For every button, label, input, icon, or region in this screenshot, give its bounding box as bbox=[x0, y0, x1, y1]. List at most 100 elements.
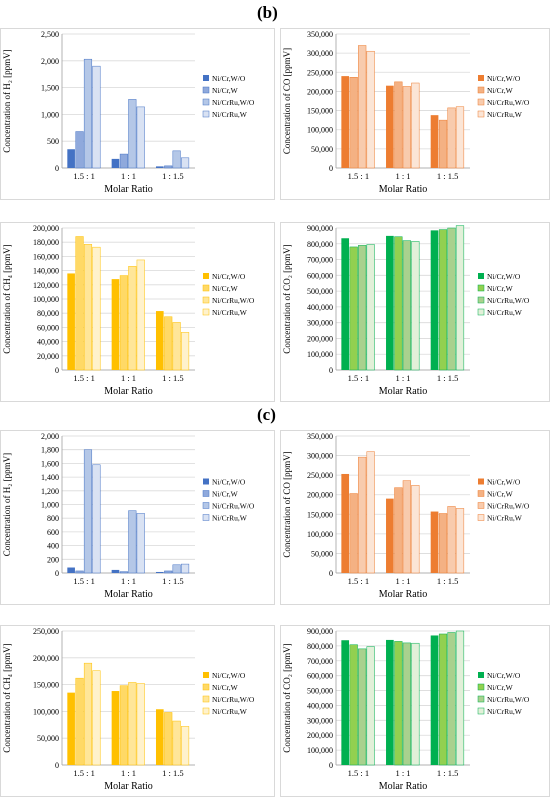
bar bbox=[136, 513, 145, 574]
bar bbox=[119, 275, 128, 371]
y-tick-label: 200 bbox=[47, 555, 59, 564]
bar bbox=[67, 692, 75, 765]
y-axis-label: Concentration of CH₄ [ppmV] bbox=[2, 244, 12, 353]
y-tick-label: 0 bbox=[329, 569, 333, 578]
y-tick-label: 600,000 bbox=[307, 271, 333, 280]
chart-ch4-b: 0 20,000 40,000 60,000 80,000 100,000 120,000 1… bbox=[0, 222, 275, 402]
bar bbox=[386, 639, 394, 765]
bar bbox=[349, 246, 358, 371]
legend-label: Ni/CrRu,W bbox=[487, 514, 523, 523]
y-axis-label: Concentration of H₂ [ppmV] bbox=[2, 49, 12, 152]
y-tick-label: 100,000 bbox=[307, 350, 333, 359]
x-tick-label: 1 : 1.5 bbox=[437, 576, 459, 586]
legend-label: Ni/CrRu,W/O bbox=[212, 502, 255, 511]
bar bbox=[430, 635, 439, 765]
bar bbox=[402, 240, 411, 371]
bar bbox=[438, 229, 448, 371]
y-tick-label: 2,000 bbox=[41, 432, 59, 441]
y-tick-label: 50,000 bbox=[311, 145, 333, 154]
legend-label: Ni/Cr,W bbox=[212, 86, 239, 95]
x-axis-label: Molar Ratio bbox=[379, 589, 428, 600]
legend-swatch bbox=[478, 672, 484, 678]
bar bbox=[366, 646, 375, 766]
legend-swatch bbox=[202, 707, 210, 715]
bar bbox=[136, 683, 145, 766]
bar bbox=[164, 316, 173, 371]
y-tick-label: 120,000 bbox=[33, 281, 59, 290]
bar bbox=[430, 511, 439, 573]
bar bbox=[75, 131, 84, 169]
legend-label: Ni/CrRu,W/O bbox=[487, 98, 530, 107]
chart-co2-b: 0 100,000 200,000 300,000 400,000 500,000 600,… bbox=[280, 222, 550, 402]
legend-swatch bbox=[477, 502, 485, 509]
panel-label-c: (c) bbox=[257, 405, 276, 424]
y-tick-label: 0 bbox=[329, 761, 333, 770]
bar bbox=[341, 238, 350, 370]
bar bbox=[402, 642, 411, 766]
bar bbox=[119, 153, 128, 169]
legend-swatch bbox=[477, 707, 485, 715]
y-tick-label: 200,000 bbox=[307, 334, 333, 343]
y-tick-label: 2,000 bbox=[41, 57, 59, 66]
x-axis-label: Molar Ratio bbox=[104, 781, 153, 792]
y-tick-label: 1,600 bbox=[41, 459, 59, 468]
bar bbox=[172, 720, 181, 766]
bar bbox=[349, 493, 358, 574]
legend-label: Ni/Cr,W bbox=[487, 683, 514, 692]
legend-label: Ni/Cr,W/O bbox=[487, 671, 521, 680]
bar bbox=[111, 569, 120, 573]
legend-label: Ni/CrRu,W/O bbox=[212, 98, 255, 107]
legend-label: Ni/CrRu,W/O bbox=[487, 502, 530, 511]
y-tick-label: 140,000 bbox=[33, 267, 59, 276]
x-tick-label: 1.5 : 1 bbox=[348, 768, 370, 778]
y-tick-label: 500,000 bbox=[307, 287, 333, 296]
bar bbox=[366, 50, 375, 169]
bar bbox=[164, 570, 173, 574]
legend-swatch bbox=[477, 683, 485, 691]
bar bbox=[128, 266, 137, 371]
legend-label: Ni/CrRu,W bbox=[212, 514, 248, 523]
y-tick-label: 300,000 bbox=[307, 452, 333, 461]
chart-border bbox=[0, 222, 275, 402]
x-axis-label: Molar Ratio bbox=[104, 386, 153, 397]
y-tick-label: 150,000 bbox=[33, 681, 59, 690]
bar bbox=[155, 709, 164, 765]
bar bbox=[155, 166, 164, 168]
legend-swatch bbox=[202, 284, 210, 292]
bar bbox=[128, 682, 137, 766]
bar bbox=[366, 244, 375, 371]
bar bbox=[172, 150, 181, 169]
bar bbox=[83, 449, 93, 574]
bar bbox=[83, 244, 93, 371]
chart-co2-c: 0 100,000 200,000 300,000 400,000 500,000 600,… bbox=[280, 625, 550, 797]
bar bbox=[455, 508, 465, 574]
bar bbox=[455, 106, 465, 169]
bar bbox=[83, 662, 93, 766]
bar bbox=[438, 119, 448, 169]
x-tick-label: 1 : 1 bbox=[121, 768, 136, 778]
chart-co-c: 0 50,000 100,000 150,000 200,000 250,000 300,0… bbox=[280, 430, 550, 605]
legend-swatch bbox=[202, 296, 210, 304]
y-tick-label: 180,000 bbox=[33, 238, 59, 247]
x-axis-label: Molar Ratio bbox=[379, 781, 428, 792]
y-tick-label: 100,000 bbox=[33, 707, 59, 716]
x-tick-label: 1 : 1 bbox=[121, 171, 136, 181]
legend-label: Ni/Cr,W bbox=[487, 86, 514, 95]
bar bbox=[349, 77, 358, 169]
legend-swatch bbox=[477, 86, 485, 94]
y-tick-label: 0 bbox=[55, 761, 59, 770]
legend-label: Ni/Cr,W bbox=[487, 284, 514, 293]
y-tick-label: 800,000 bbox=[307, 240, 333, 249]
bar bbox=[128, 99, 137, 169]
y-tick-label: 100,000 bbox=[307, 530, 333, 539]
y-tick-label: 20,000 bbox=[37, 352, 59, 361]
y-tick-label: 800 bbox=[47, 514, 59, 523]
x-tick-label: 1 : 1.5 bbox=[162, 373, 184, 383]
legend-label: Ni/Cr,W/O bbox=[487, 478, 521, 487]
x-tick-label: 1.5 : 1 bbox=[348, 373, 370, 383]
x-tick-label: 1 : 1 bbox=[121, 373, 136, 383]
x-tick-label: 1.5 : 1 bbox=[73, 768, 95, 778]
y-tick-label: 200,000 bbox=[33, 224, 59, 233]
bar bbox=[349, 644, 358, 766]
bar bbox=[447, 506, 456, 574]
